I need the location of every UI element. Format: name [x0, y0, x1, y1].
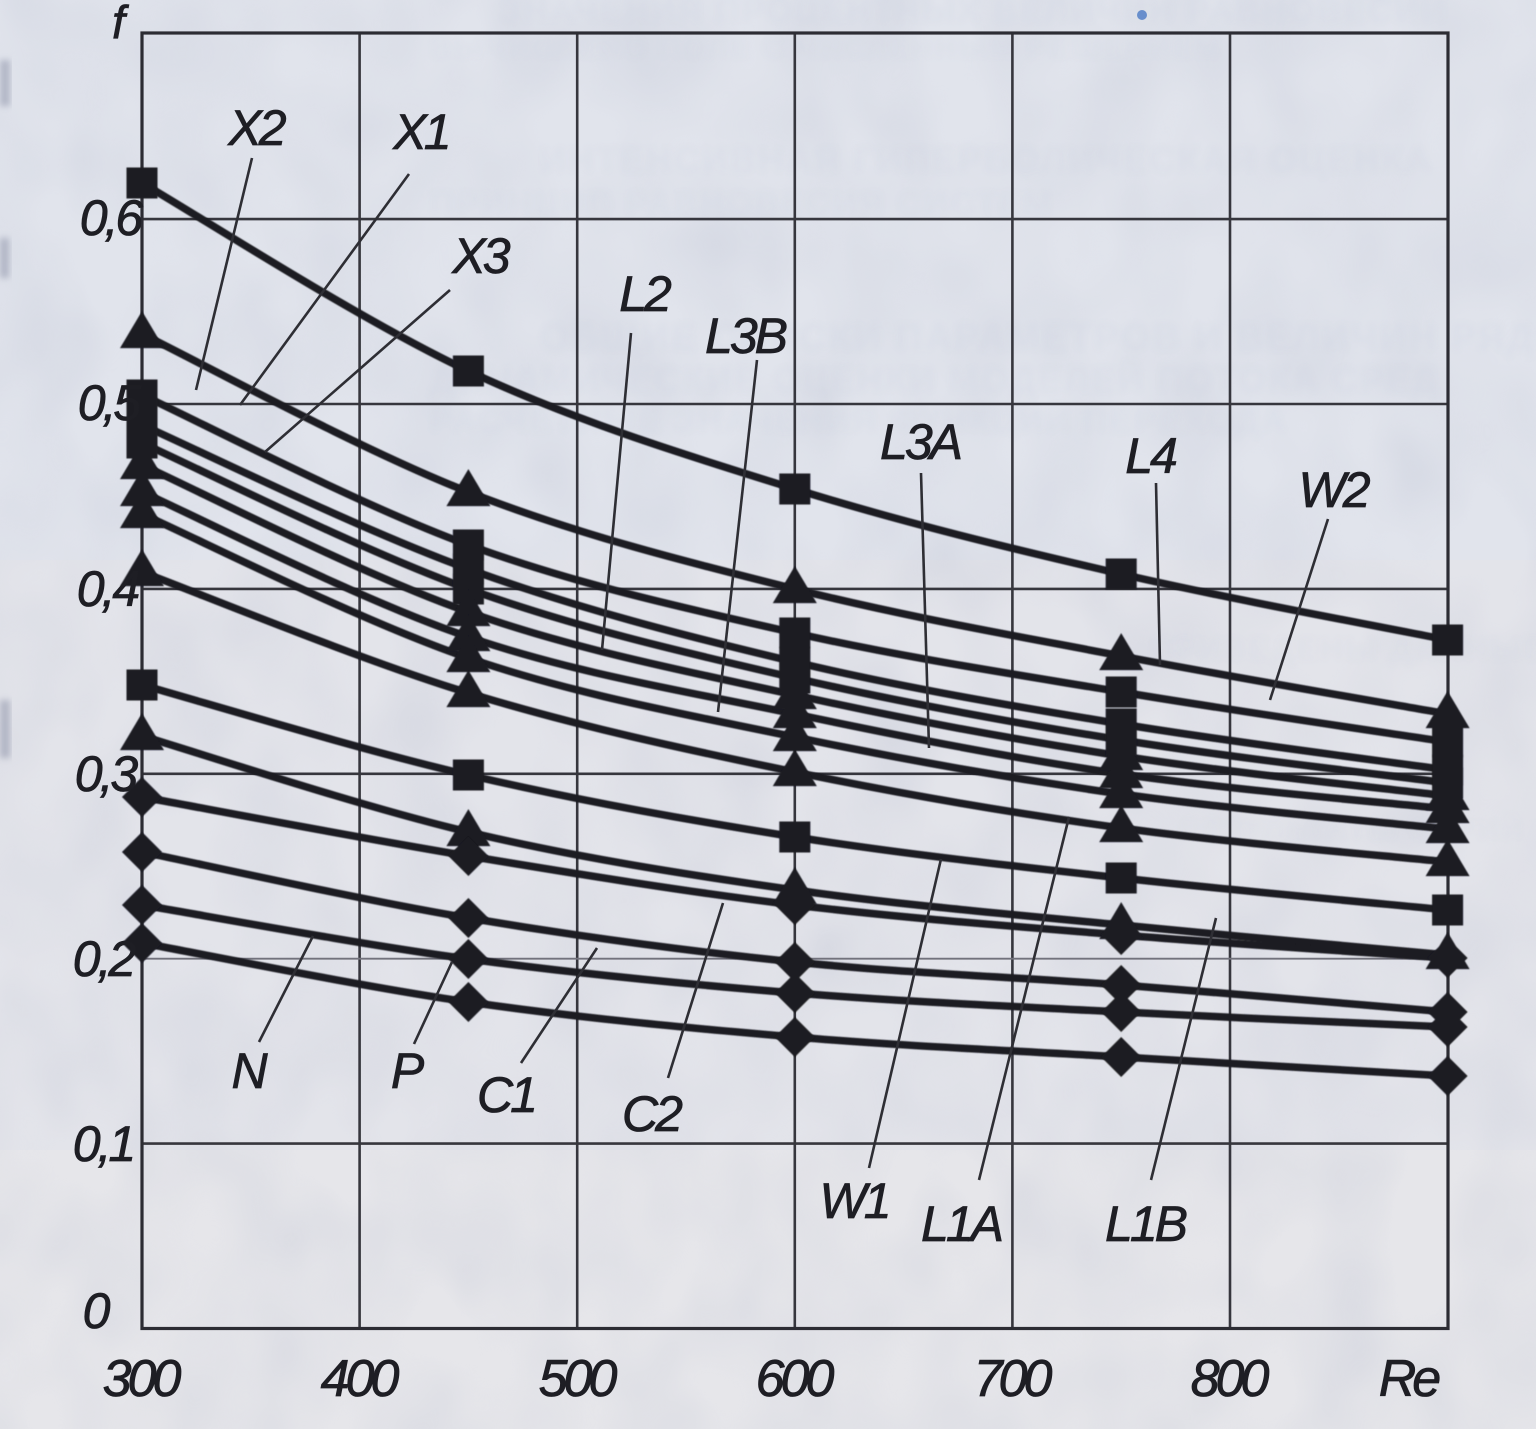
svg-text:X3: X3 — [451, 228, 510, 284]
svg-text:0,2: 0,2 — [73, 931, 137, 987]
svg-text:Re: Re — [1379, 1350, 1440, 1408]
svg-text:X2: X2 — [227, 100, 286, 156]
svg-text:300: 300 — [103, 1350, 182, 1408]
svg-text:ДИНАМИЧЕСКИЕ ОЦЕНКИ МОДЕЛЕЙ ПО: ДИНАМИЧЕСКИЕ ОЦЕНКИ МОДЕЛЕЙ ПОТОКА СРЕД — [430, 358, 1440, 400]
svg-text:ПРИНЦИП РАВНОВЕСИЯ СИСТЕМ: ПРИНЦИП РАВНОВЕСИЯ СИСТЕМ — [430, 185, 1054, 223]
svg-text:N: N — [231, 1043, 268, 1099]
svg-text:ОБЩИЕ СПИСКИ ПАРАМЕТРОВ И ВЕЛИ: ОБЩИЕ СПИСКИ ПАРАМЕТРОВ И ВЕЛИЧИН РЯДОВ — [540, 317, 1536, 359]
svg-text:L4: L4 — [1125, 428, 1176, 484]
svg-text:500: 500 — [539, 1350, 618, 1408]
svg-text:L2: L2 — [619, 266, 672, 322]
svg-text:L1A: L1A — [921, 1196, 1002, 1252]
svg-text:P: P — [391, 1043, 425, 1099]
svg-text:РАСЧЕТНЫЕ ЗНАЧЕНИЯ ФУНКЦИЙ ПЕР: РАСЧЕТНЫЕ ЗНАЧЕНИЯ ФУНКЦИЙ ПЕРЕХОДА — [430, 401, 1288, 440]
svg-text:0,5: 0,5 — [78, 375, 142, 431]
svg-text:400: 400 — [321, 1350, 400, 1408]
svg-text:X1: X1 — [392, 104, 448, 160]
svg-text:600: 600 — [756, 1350, 835, 1408]
svg-text:800: 800 — [1191, 1350, 1270, 1408]
svg-text:W2: W2 — [1299, 462, 1371, 518]
svg-text:C1: C1 — [477, 1067, 535, 1123]
svg-text:W1: W1 — [820, 1173, 889, 1229]
svg-text:ПРИВЕДЕНЫ ДАННЫЕ: ПРИВЕДЕНЫ ДАННЫЕ — [1150, 631, 1536, 667]
svg-text:ВЫЧИСЛЕНО ПОЛЕ С ЧИСЛЕННЫМ РЕШ: ВЫЧИСЛЕНО ПОЛЕ С ЧИСЛЕННЫМ РЕШЕНИЕМ — [430, 32, 1222, 65]
svg-text:0,3: 0,3 — [75, 746, 139, 802]
svg-text:L1B: L1B — [1105, 1196, 1187, 1252]
svg-text:L3A: L3A — [880, 414, 961, 470]
svg-text:ИНТЕНСИВНАЯ ГИПЕРБОЛИЧЕСКАЯ ОЦ: ИНТЕНСИВНАЯ ГИПЕРБОЛИЧЕСКАЯ ОЦЕНКА — [540, 139, 1433, 180]
svg-text:0: 0 — [83, 1283, 111, 1339]
svg-text:0,6: 0,6 — [80, 190, 144, 246]
svg-text:700: 700 — [974, 1350, 1053, 1408]
svg-text:0,1: 0,1 — [73, 1116, 134, 1172]
svg-text:C2: C2 — [622, 1086, 683, 1142]
svg-text:ЗНАЧЕНИЯ ПРОЦЕНТНЫХ ВЕЛИЧИН РА: ЗНАЧЕНИЯ ПРОЦЕНТНЫХ ВЕЛИЧИН РАВНОВЕСИЙ — [500, 0, 1447, 30]
svg-text:L3B: L3B — [705, 308, 787, 364]
svg-text:0,4: 0,4 — [77, 561, 139, 617]
